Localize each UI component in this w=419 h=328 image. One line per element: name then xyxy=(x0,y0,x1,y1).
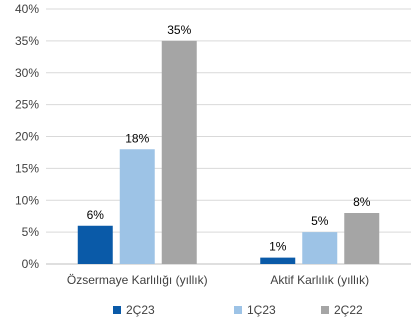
legend-swatch xyxy=(321,306,329,314)
y-axis-ticks: 0% 5% 10% 15% 20% 25% 30% 35% 40% xyxy=(15,2,39,271)
y-tick-label: 15% xyxy=(15,161,39,175)
bar xyxy=(161,40,197,264)
legend-swatch xyxy=(234,306,242,314)
category-labels: Özsermaye Karlılığı (yıllık) Aktif Karlıl… xyxy=(67,273,369,287)
bar xyxy=(119,149,155,264)
data-label: 6% xyxy=(87,208,105,222)
bar xyxy=(77,225,113,264)
legend-label: 1Ç23 xyxy=(247,303,276,317)
legend-label: 2Ç22 xyxy=(334,303,363,317)
y-tick-label: 10% xyxy=(15,193,39,207)
data-label: 18% xyxy=(125,131,149,145)
data-label: 8% xyxy=(353,195,371,209)
y-tick-label: 40% xyxy=(15,2,39,16)
y-tick-label: 20% xyxy=(15,130,39,144)
x-category-label: Özsermaye Karlılığı (yıllık) xyxy=(67,273,208,287)
data-labels: 6% 18% 35% 1% 5% 8% xyxy=(87,23,371,254)
data-label: 35% xyxy=(167,23,191,37)
bar xyxy=(302,232,338,264)
y-tick-label: 0% xyxy=(22,257,40,271)
y-tick-label: 25% xyxy=(15,98,39,112)
bar xyxy=(344,213,380,264)
legend-swatch xyxy=(113,306,121,314)
data-label: 5% xyxy=(311,214,329,228)
bar xyxy=(260,257,296,264)
legend-label: 2Ç23 xyxy=(126,303,155,317)
y-tick-label: 35% xyxy=(15,34,39,48)
bars xyxy=(77,40,380,264)
legend: 2Ç23 1Ç23 2Ç22 xyxy=(113,303,363,317)
data-label: 1% xyxy=(269,240,287,254)
x-category-label: Aktif Karlılık (yıllık) xyxy=(270,273,369,287)
y-tick-label: 30% xyxy=(15,66,39,80)
y-tick-label: 5% xyxy=(22,225,40,239)
